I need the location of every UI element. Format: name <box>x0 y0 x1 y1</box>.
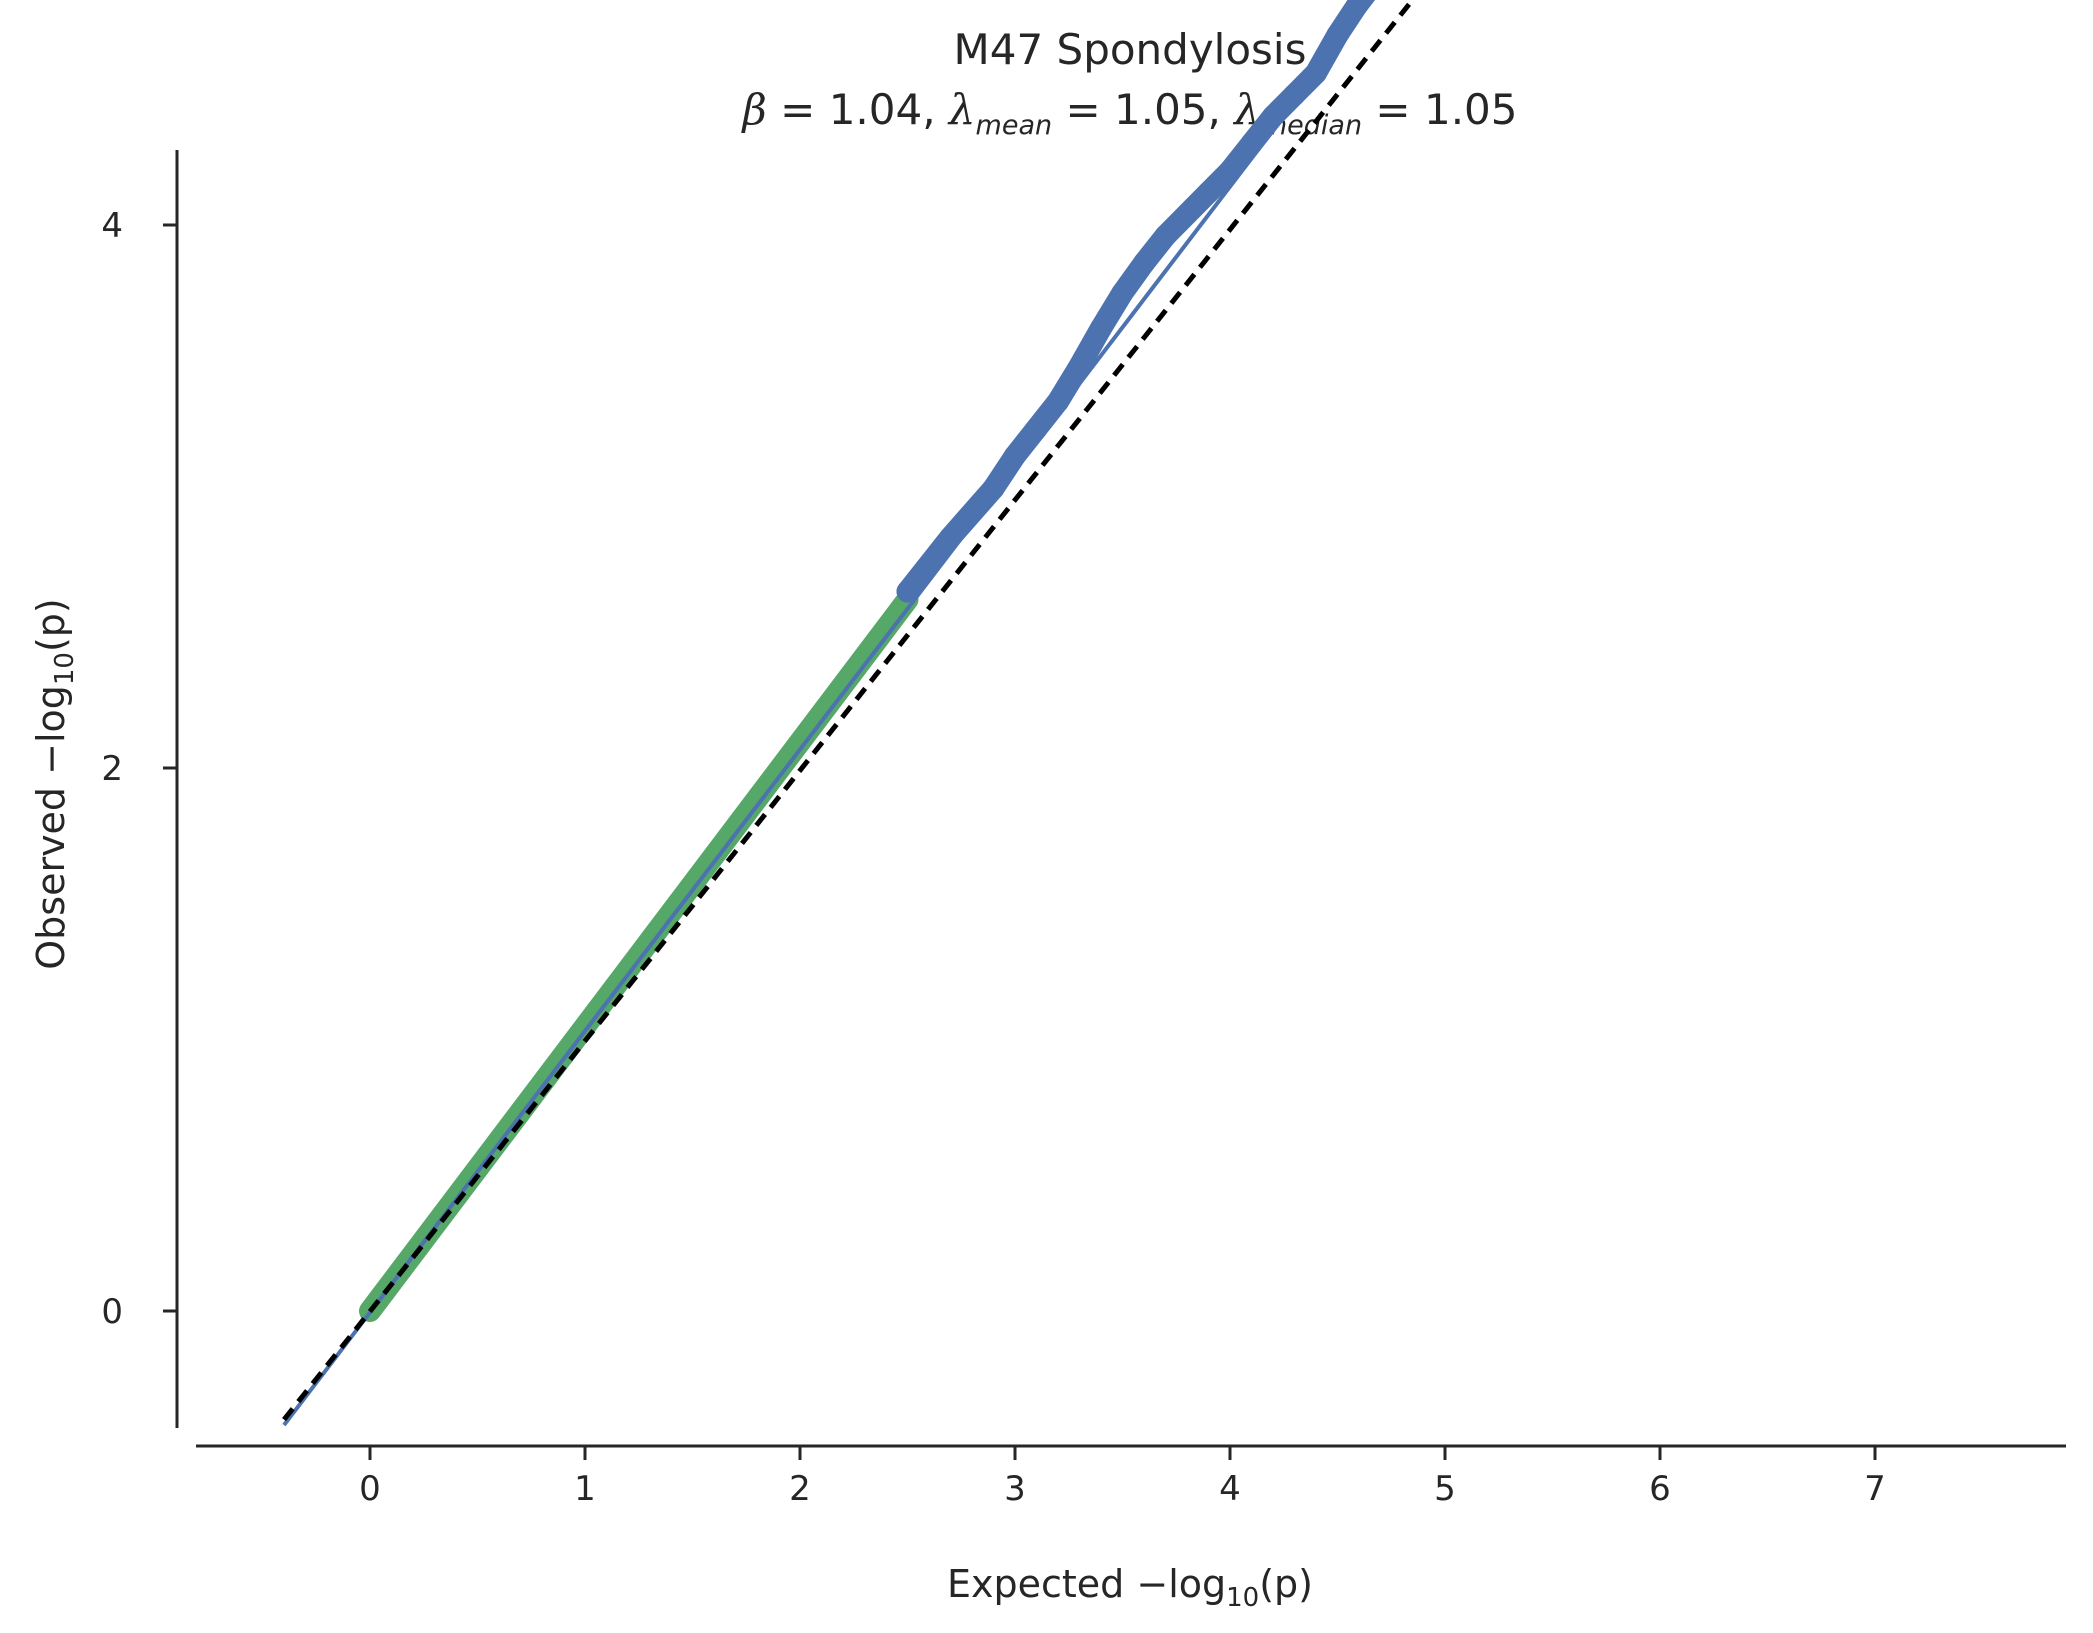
x-tick-label: 7 <box>1864 1469 1886 1509</box>
lambda-mean-symbol: λ <box>947 85 976 134</box>
chart-subtitle: β = 1.04, λmean = 1.05, λmedian = 1.05 <box>741 85 1518 141</box>
observed-point <box>1262 105 1284 128</box>
plot-area <box>282 0 1416 1427</box>
x-tick-label: 1 <box>574 1469 596 1509</box>
lambda-mean-sub: mean <box>976 110 1053 141</box>
observed-point <box>1133 252 1155 275</box>
y-tick-label: 0 <box>101 1292 123 1332</box>
x-tick-label: 0 <box>359 1469 381 1509</box>
lambda-mean-value: 1.05 <box>1114 85 1208 134</box>
observed-point <box>982 477 1005 500</box>
x-ticks: 0 1 2 3 4 5 6 7 <box>359 1446 1886 1509</box>
y-tick-label: 2 <box>101 749 123 789</box>
x-tick-label: 4 <box>1219 1469 1241 1509</box>
fit-line <box>282 0 1376 1427</box>
beta-symbol: β <box>741 85 767 134</box>
observed-point <box>1176 203 1198 226</box>
y-axis-label: Observed −log10(p) <box>29 598 80 970</box>
observed-point <box>1090 317 1112 340</box>
lambda-median-value: 1.05 <box>1424 85 1518 134</box>
y-tick-label: 4 <box>101 206 123 246</box>
observed-point <box>1068 355 1091 378</box>
y-ticks: 02468 <box>101 206 177 1332</box>
chart-title: M47 Spondylosis <box>954 25 1307 74</box>
x-tick-label: 6 <box>1649 1469 1671 1509</box>
x-tick-label: 5 <box>1434 1469 1456 1509</box>
null-line <box>282 0 1416 1422</box>
observed-point <box>1154 224 1177 247</box>
observed-point <box>1111 281 1134 304</box>
observed-point <box>1283 83 1306 106</box>
beta-value: 1.04 <box>829 85 923 134</box>
x-tick-label: 3 <box>1004 1469 1026 1509</box>
observed-point <box>1197 181 1220 204</box>
x-tick-label: 2 <box>789 1469 811 1509</box>
x-axis-label: Expected −log10(p) <box>947 1562 1313 1613</box>
observed-point <box>896 580 919 603</box>
